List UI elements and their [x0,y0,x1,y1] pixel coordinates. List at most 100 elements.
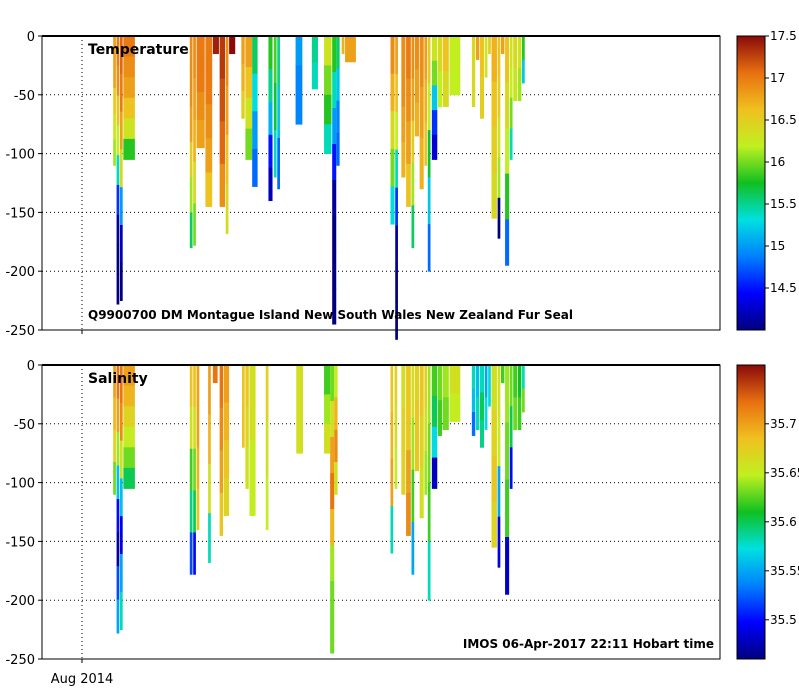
profile-segment [419,137,424,190]
profile-46 [505,36,510,266]
profile-14 [265,365,269,531]
profile-segment [332,180,337,217]
profile-segment [419,86,424,139]
profile-segment [427,541,431,601]
profile-segment [479,77,485,119]
profile-segment [517,397,522,431]
profile-16 [273,36,277,178]
profile-segment [245,447,249,489]
profile-segment [193,77,196,121]
profile-segment [252,73,258,112]
profile-segment [193,119,196,162]
profile-38 [471,36,476,107]
profile-segment [390,506,394,554]
profile-segment [414,36,419,70]
profile-segment [116,184,120,216]
profile-segment [419,415,424,468]
profile-segment [242,406,245,448]
profile-1 [116,36,120,305]
profile-segment [509,365,513,407]
profile-6 [196,36,205,149]
profile-segment [449,65,461,96]
profile-segment [406,450,411,494]
profile-50 [522,36,525,84]
profile-48 [513,36,518,102]
profile-segment [311,36,318,63]
profile-segment [189,36,193,72]
profile-segment [501,36,505,55]
profile-segment [252,148,258,187]
profile-9 [219,365,224,536]
profile-segment [189,490,193,533]
profile-24 [345,36,356,63]
profile-segment [116,499,120,533]
profile-segment [424,36,428,80]
profile-segment [427,224,431,272]
profile-segment [189,177,193,213]
profile-segment [332,72,337,109]
profile-segment [116,566,120,601]
profile-segment [414,400,419,436]
profile-segment [437,36,443,72]
y-tick-label: -50 [14,418,35,433]
profile-18 [334,365,338,495]
profile-segment [212,36,219,55]
profile-segment [123,36,135,57]
profile-4 [189,36,193,249]
profile-segment [330,401,335,438]
profile-segment [414,435,419,472]
profile-segment [505,479,510,538]
profile-segment [471,365,476,389]
profile-6 [196,365,200,531]
profile-segment [395,263,398,302]
profile-segment [219,36,226,80]
colorbar-tick-label: 17.5 [770,29,797,43]
profile-segment [208,513,211,563]
profile-segment [390,148,395,187]
y-tick-label: -200 [5,594,35,609]
profile-segment [193,532,196,575]
profile-segment [123,447,135,469]
y-tick-label: -250 [5,653,35,668]
profile-38 [497,365,501,568]
profile-segment [324,365,331,395]
profile-segment [484,397,488,431]
profile-segment [442,397,449,431]
profile-segment [295,94,303,125]
profile-segment [395,301,398,340]
colorbar-tick-label: 35.7 [770,417,797,431]
profile-segment [431,457,438,489]
profile-segment [522,36,525,60]
profile-segment [491,36,497,82]
profile-segment [332,108,337,145]
salinity-plot-frame [41,364,721,660]
profile-segment [471,412,476,436]
profile-segment [522,388,525,413]
profile-segment [395,187,398,227]
salinity-profiles [113,365,525,654]
profile-segment [330,617,335,654]
profile-41 [509,365,513,489]
profile-27 [427,365,431,601]
profile-segment [113,87,116,115]
profile-segment [268,167,273,202]
profile-segment [223,440,230,479]
profile-segment [196,488,200,531]
profile-34 [431,36,438,160]
profile-segment [427,177,431,225]
profile-segment [119,262,123,301]
profile-segment [205,70,213,105]
profile-segment [390,36,395,75]
profile-segment [401,36,406,72]
profile-segment [513,365,518,398]
salinity-colorbar [736,364,766,660]
profile-21 [401,365,406,495]
profile-11 [242,365,245,448]
profile-segment [395,111,398,151]
profile-segment [419,466,424,519]
profile-42 [488,36,491,55]
profile-45 [501,36,505,55]
profile-segment [336,68,340,102]
profile-segment [273,130,277,178]
profile-segment [401,71,406,107]
